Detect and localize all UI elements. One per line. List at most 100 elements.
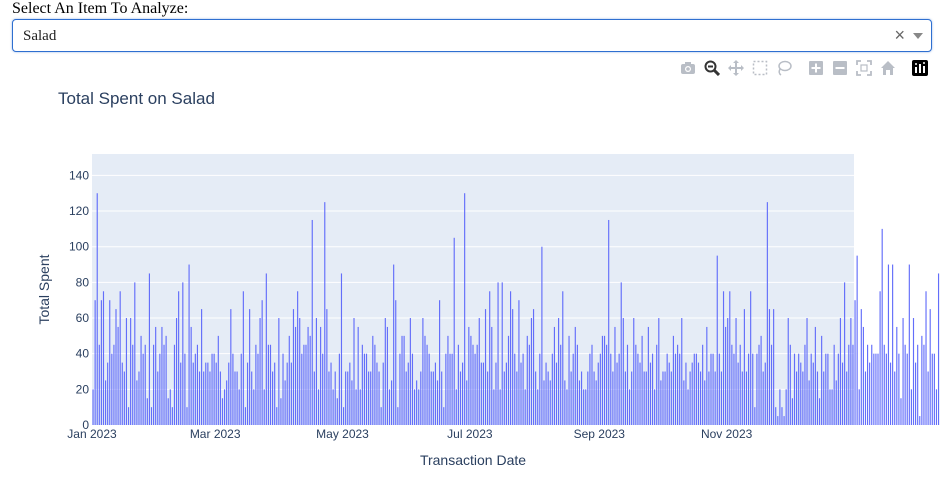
bar[interactable] [345, 371, 347, 425]
bar[interactable] [539, 353, 541, 425]
plotly-logo-icon[interactable] [910, 58, 930, 78]
bar[interactable] [134, 282, 136, 425]
chevron-down-icon[interactable] [913, 33, 923, 39]
bar[interactable] [459, 371, 462, 425]
bar[interactable] [221, 398, 224, 425]
reset-axes-icon[interactable] [878, 58, 898, 78]
bar[interactable] [447, 335, 449, 425]
bar[interactable] [140, 335, 142, 425]
bar[interactable] [397, 407, 399, 425]
bar[interactable] [453, 237, 455, 425]
bar[interactable] [583, 389, 585, 425]
bar[interactable] [230, 309, 232, 425]
bar[interactable] [666, 353, 668, 425]
bar[interactable] [493, 389, 495, 425]
bar[interactable] [614, 326, 616, 425]
bar[interactable] [378, 371, 380, 425]
bar[interactable] [760, 335, 762, 425]
bar[interactable] [837, 353, 839, 425]
bar[interactable] [374, 344, 376, 425]
bar[interactable] [269, 344, 272, 425]
bar[interactable] [347, 371, 349, 425]
bar[interactable] [445, 353, 447, 425]
bar[interactable] [96, 193, 98, 425]
bar[interactable] [520, 362, 522, 425]
item-dropdown[interactable]: Salad × [12, 19, 932, 52]
bar[interactable] [376, 362, 378, 425]
bar[interactable] [651, 353, 654, 425]
bar[interactable] [829, 389, 831, 425]
bar[interactable] [420, 371, 422, 425]
bar[interactable] [368, 371, 370, 425]
bar[interactable] [543, 380, 545, 425]
bar[interactable] [94, 300, 96, 425]
bar[interactable] [484, 309, 487, 425]
bar[interactable] [125, 318, 128, 425]
bar[interactable] [879, 291, 881, 425]
bar[interactable] [201, 309, 203, 425]
bar[interactable] [175, 318, 178, 425]
bar[interactable] [606, 344, 608, 425]
bar[interactable] [326, 309, 328, 425]
bar[interactable] [117, 326, 119, 425]
bar[interactable] [541, 246, 543, 425]
bar[interactable] [159, 353, 161, 425]
bar[interactable] [338, 353, 340, 425]
bar[interactable] [130, 318, 132, 425]
autoscale-icon[interactable] [854, 58, 874, 78]
bar[interactable] [580, 371, 583, 425]
bar[interactable] [272, 371, 274, 425]
bar[interactable] [689, 371, 691, 425]
bar[interactable] [332, 389, 334, 425]
bar[interactable] [558, 318, 560, 425]
bar[interactable] [745, 371, 748, 425]
bar[interactable] [883, 344, 885, 425]
bar[interactable] [708, 371, 710, 425]
bar[interactable] [464, 193, 466, 425]
bar[interactable] [167, 398, 169, 425]
bar[interactable] [595, 380, 597, 425]
bar[interactable] [697, 362, 700, 425]
bar[interactable] [426, 344, 428, 425]
bar[interactable] [105, 380, 107, 425]
bar[interactable] [712, 353, 714, 425]
bar[interactable] [578, 380, 581, 425]
bar[interactable] [526, 335, 528, 425]
bar[interactable] [461, 362, 464, 425]
bar[interactable] [645, 371, 647, 425]
bar[interactable] [253, 389, 255, 425]
bar[interactable] [399, 353, 401, 425]
bar[interactable] [656, 344, 658, 425]
bar[interactable] [798, 353, 800, 425]
bar[interactable] [416, 380, 418, 425]
bar[interactable] [209, 371, 211, 425]
bar[interactable] [635, 344, 637, 425]
lasso-icon[interactable] [774, 58, 794, 78]
bar[interactable] [839, 318, 842, 425]
bar[interactable] [228, 362, 230, 425]
bar[interactable] [449, 353, 451, 425]
bar[interactable] [827, 353, 829, 425]
bar[interactable] [754, 407, 756, 425]
bar[interactable] [585, 389, 587, 425]
bar[interactable] [612, 371, 614, 425]
bar[interactable] [735, 318, 737, 425]
bar[interactable] [284, 380, 286, 425]
bar[interactable] [915, 362, 917, 425]
bar[interactable] [591, 344, 593, 425]
bar[interactable] [555, 362, 558, 425]
bar[interactable] [382, 362, 384, 425]
bar[interactable] [286, 362, 288, 425]
bar[interactable] [428, 353, 430, 425]
bar[interactable] [862, 326, 864, 425]
bar[interactable] [430, 371, 432, 425]
bar[interactable] [322, 353, 324, 425]
bar[interactable] [802, 371, 804, 425]
bar[interactable] [263, 389, 265, 425]
bar[interactable] [292, 309, 295, 425]
bar[interactable] [148, 273, 150, 425]
bar[interactable] [353, 318, 355, 425]
bar[interactable] [317, 389, 320, 425]
bar[interactable] [733, 353, 735, 425]
bar[interactable] [313, 371, 315, 425]
